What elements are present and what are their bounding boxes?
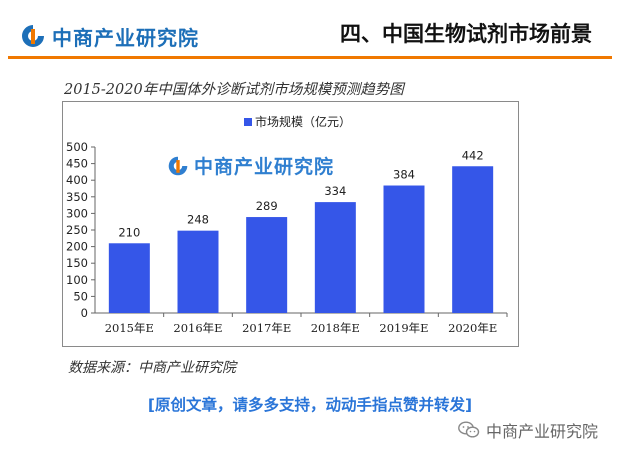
data-label: 210 [118, 225, 140, 239]
wechat-account-name: 中商产业研究院 [485, 422, 598, 441]
y-tick-label: 200 [66, 240, 88, 254]
legend-label: 市场规模（亿元） [255, 115, 352, 129]
brand-logo-icon [22, 25, 44, 47]
support-banner: [原创文章，请多多支持，动动手指点赞并转发] [147, 396, 473, 414]
title-divider [8, 56, 612, 59]
x-tick-label: 2020年E [448, 321, 497, 335]
bar [246, 217, 288, 313]
x-tick-label: 2019年E [379, 321, 428, 335]
y-tick-label: 350 [66, 190, 88, 204]
bar [108, 243, 150, 313]
y-tick-label: 400 [66, 173, 88, 187]
y-tick-label: 100 [66, 273, 88, 287]
watermark-logo-icon [168, 156, 188, 175]
x-tick-label: 2016年E [173, 321, 222, 335]
y-tick-label: 50 [73, 289, 88, 303]
y-tick-label: 0 [81, 306, 88, 320]
page-title: 四、中国生物试剂市场前景 [340, 22, 592, 46]
x-tick-label: 2015年E [105, 321, 154, 335]
y-tick-label: 500 [66, 140, 88, 154]
chart-legend: 市场规模（亿元） [244, 113, 351, 130]
wechat-account: 中商产业研究院 [458, 418, 598, 442]
x-tick-label: 2018年E [311, 321, 360, 335]
data-label: 289 [256, 199, 278, 213]
data-label: 248 [187, 213, 209, 227]
y-tick-label: 250 [66, 223, 88, 237]
bar [452, 166, 494, 313]
wechat-icon [458, 421, 480, 438]
chart-watermark: 中商产业研究院 [167, 152, 334, 179]
chart-title: 2015-2020年中国体外诊断试剂市场规模预测趋势图 [64, 82, 404, 98]
y-tick-label: 150 [66, 256, 88, 270]
bar [314, 202, 356, 313]
data-label: 384 [393, 168, 415, 182]
bar [383, 185, 425, 313]
bar [177, 230, 219, 313]
x-tick-label: 2017年E [242, 321, 291, 335]
legend-swatch [244, 117, 252, 126]
data-label: 334 [324, 184, 346, 198]
watermark-text: 中商产业研究院 [194, 156, 335, 178]
data-source: 数据来源：中商产业研究院 [68, 360, 236, 376]
data-label: 442 [462, 148, 484, 162]
brand-logo: 中商产业研究院 [20, 21, 199, 51]
y-tick-label: 450 [66, 157, 88, 171]
brand-name: 中商产业研究院 [52, 25, 199, 50]
y-tick-label: 300 [66, 206, 88, 220]
